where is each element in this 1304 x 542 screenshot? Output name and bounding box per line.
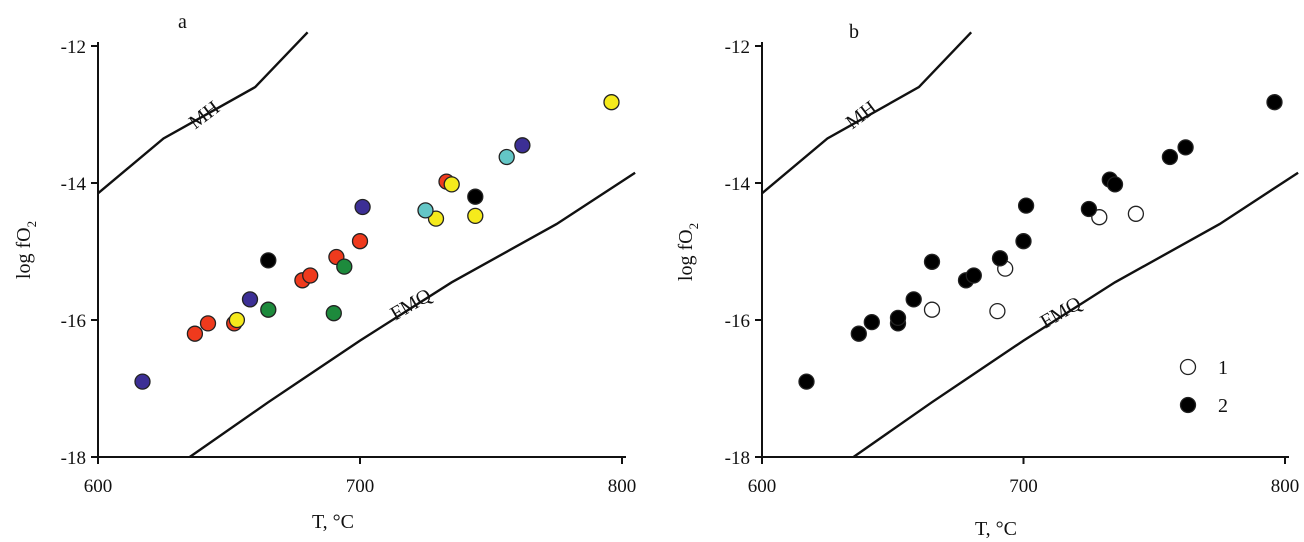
y-tick-label: -12	[61, 37, 86, 58]
data-point	[325, 305, 342, 322]
y-tick-label: -18	[725, 448, 750, 469]
x-tick-label: 700	[1009, 476, 1038, 497]
x-tick-label: 600	[84, 476, 113, 497]
y-axis-title: log fO2	[13, 221, 39, 279]
data-point	[351, 233, 369, 250]
data-point	[467, 207, 484, 225]
data-point	[302, 267, 319, 284]
data-point	[467, 188, 484, 205]
data-point	[260, 252, 277, 269]
data-point	[923, 253, 941, 270]
data-point	[1177, 139, 1194, 156]
x-axis-title: T, °C	[975, 518, 1017, 540]
data-point	[260, 301, 277, 318]
legend-marker	[1179, 396, 1197, 414]
panel-letter: b	[849, 21, 859, 43]
data-point	[336, 258, 353, 275]
data-point	[863, 313, 880, 331]
legend-label: 1	[1218, 357, 1228, 379]
data-point	[199, 315, 217, 332]
data-point	[1106, 176, 1124, 193]
x-tick-label: 800	[608, 476, 637, 497]
data-point	[134, 373, 151, 390]
data-point	[417, 202, 434, 219]
curve-label-mh: MH	[185, 97, 224, 134]
data-point	[1161, 148, 1179, 166]
y-tick-label: -16	[61, 311, 86, 332]
data-point	[228, 311, 246, 329]
data-point	[241, 291, 259, 308]
curve-mh	[98, 31, 309, 195]
data-point	[443, 176, 460, 193]
y-tick-label: -18	[61, 448, 86, 469]
data-point	[991, 250, 1009, 267]
data-point	[1080, 200, 1098, 218]
curve-fmq	[852, 171, 1299, 457]
data-point	[514, 137, 531, 154]
data-point	[850, 325, 867, 342]
data-point	[1266, 94, 1283, 111]
curve-label-fmq: FMQ	[387, 284, 436, 325]
data-point	[1017, 197, 1035, 214]
y-tick-label: -16	[725, 311, 750, 332]
y-tick-label: -12	[725, 37, 750, 58]
x-axis-title: T, °C	[312, 511, 354, 533]
data-point	[354, 198, 371, 216]
data-point	[905, 291, 922, 308]
legend-marker	[1179, 358, 1197, 376]
data-point	[798, 373, 815, 390]
data-point	[1127, 205, 1145, 222]
curve-mh	[762, 31, 973, 195]
data-point	[186, 325, 204, 342]
data-point	[923, 301, 941, 318]
y-axis-title: log fO2	[675, 223, 701, 281]
data-point	[498, 148, 515, 166]
panel-letter: a	[178, 11, 187, 33]
x-tick-label: 600	[748, 476, 777, 497]
data-point	[1015, 233, 1032, 250]
curve-label-fmq: FMQ	[1037, 292, 1086, 333]
data-point	[889, 309, 907, 327]
curve-fmq	[189, 171, 636, 457]
data-point	[965, 267, 982, 284]
x-tick-label: 800	[1271, 476, 1300, 497]
panel-a: -12 -14 -16 -18 600 700 800 T, °C log fO2 a MH FMQ	[13, 11, 636, 533]
y-tick-label: -14	[725, 174, 751, 195]
data-point	[989, 302, 1006, 320]
x-tick-label: 700	[346, 476, 375, 497]
data-point	[603, 94, 620, 111]
legend-label: 2	[1218, 395, 1228, 417]
y-tick-label: -14	[61, 174, 87, 195]
